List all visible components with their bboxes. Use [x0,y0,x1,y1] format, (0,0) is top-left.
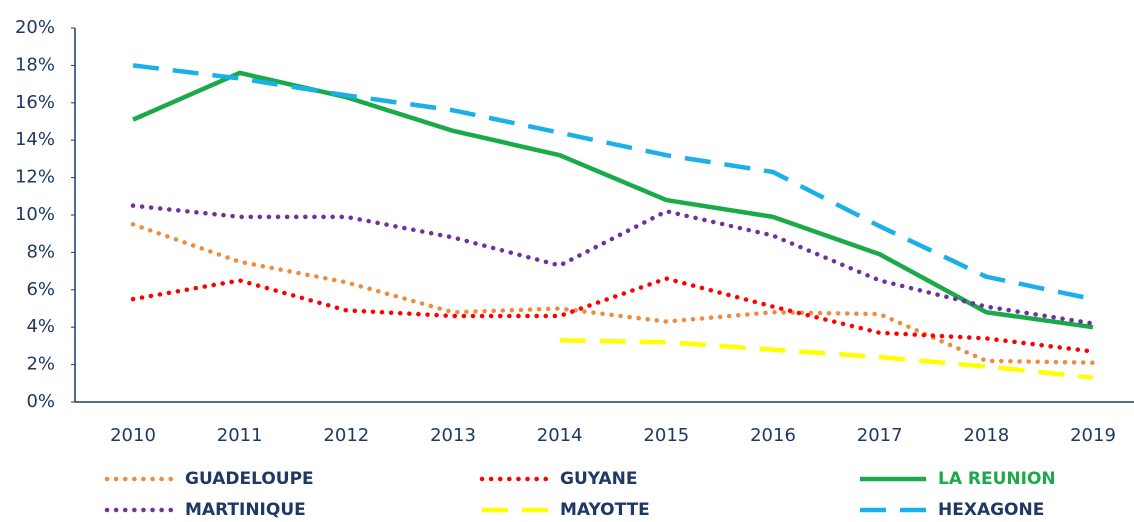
legend-label: MARTINIQUE [185,500,306,520]
y-tick-label: 20% [15,17,55,38]
x-tick-label: 2014 [537,425,583,446]
y-tick-label: 4% [26,316,55,337]
x-tick-label: 2015 [643,425,689,446]
y-tick-label: 16% [15,92,55,113]
y-tick-label: 0% [26,391,55,412]
y-tick-label: 6% [26,279,55,300]
x-tick-label: 2019 [1070,425,1116,446]
x-tick-label: 2013 [430,425,476,446]
series-line [130,203,1096,326]
y-tick-label: 14% [15,129,55,150]
y-tick-label: 2% [26,354,55,375]
y-tick-label: 10% [15,204,55,225]
x-tick-label: 2017 [857,425,903,446]
x-tick-label: 2016 [750,425,796,446]
legend-label: MAYOTTE [560,500,650,520]
x-tick-label: 2012 [323,425,369,446]
series-line [559,338,1094,380]
legend-label: GUYANE [560,469,637,489]
x-tick-label: 2018 [963,425,1009,446]
legend-label: LA REUNION [938,469,1056,489]
y-tick-label: 18% [15,54,55,75]
x-tick-label: 2011 [217,425,263,446]
series-line [130,276,1096,354]
legend-label: HEXAGONE [938,500,1044,520]
x-tick-label: 2010 [110,425,156,446]
y-tick-label: 8% [26,241,55,262]
y-tick-label: 12% [15,167,55,188]
legend-label: GUADELOUPE [185,469,314,489]
series-line [132,63,1094,302]
